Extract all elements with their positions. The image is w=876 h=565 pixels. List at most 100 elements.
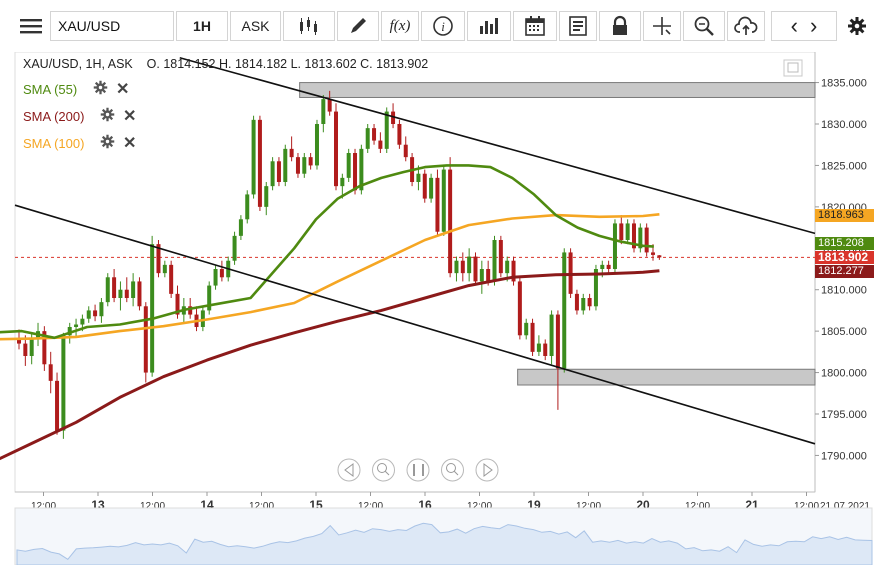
x-tick-label: 12:00 <box>249 501 274 512</box>
calendar-button[interactable] <box>513 11 557 41</box>
close-icon[interactable]: ✕ <box>123 135 137 152</box>
candle-body <box>486 269 491 282</box>
candlestick-icon <box>300 17 317 35</box>
draw-tool-button[interactable] <box>337 11 379 41</box>
candle-body <box>543 343 548 356</box>
low-value: 1813.602 <box>304 57 357 71</box>
candle-body <box>232 235 237 261</box>
candle-body <box>200 310 205 327</box>
candle-body <box>270 161 275 187</box>
candle-body <box>631 223 636 249</box>
gear-icon[interactable] <box>93 80 108 98</box>
candle-body <box>479 269 484 282</box>
chevron-left-icon[interactable]: ‹ <box>790 13 798 38</box>
chevron-right-icon[interactable]: › <box>810 13 818 38</box>
price-side-button[interactable]: ASK <box>230 11 281 41</box>
close-icon[interactable]: ✕ <box>123 108 137 125</box>
nav-right-icon[interactable] <box>475 458 499 482</box>
toolbar: XAU/USD 1H ASK f(x) i ‹ › <box>0 0 876 52</box>
candle-body <box>42 331 47 365</box>
candle-body <box>473 256 478 282</box>
expand-icon <box>783 59 803 77</box>
candle-body <box>48 364 53 381</box>
candle-body <box>625 223 630 240</box>
candle-body <box>593 269 598 307</box>
sr-zone <box>517 368 816 386</box>
report-button[interactable] <box>559 11 597 41</box>
y-tick-label: 1810.000 <box>821 285 867 297</box>
reset-bar-right <box>422 464 424 476</box>
candle-body <box>105 277 110 303</box>
nav-left-icon[interactable] <box>337 458 361 482</box>
zoom-button[interactable] <box>683 11 725 41</box>
cloud-upload-icon <box>734 16 758 35</box>
candle-body <box>435 177 440 232</box>
candle-body <box>23 343 28 356</box>
settings-button[interactable] <box>842 11 872 41</box>
indicators-button[interactable]: f(x) <box>381 11 419 41</box>
date-label: 21.07.2021 <box>820 501 870 512</box>
zoom-out-icon[interactable] <box>372 458 395 482</box>
candle-body <box>644 227 649 253</box>
bar-chart-button[interactable] <box>467 11 511 41</box>
candle-body <box>289 148 294 158</box>
candle-body <box>574 293 579 311</box>
candle-body <box>150 244 155 373</box>
candle-body <box>99 302 104 317</box>
candle-body <box>467 256 472 274</box>
candle-body <box>391 111 396 124</box>
history-nav: ‹ › <box>771 11 837 41</box>
candle-body <box>612 223 617 269</box>
candle-body <box>378 140 383 149</box>
candle-body <box>93 310 98 317</box>
candle-body <box>549 314 554 356</box>
candle-body <box>137 281 142 307</box>
chart-type-button[interactable] <box>283 11 335 41</box>
candle-body <box>124 289 129 298</box>
sma100-label: SMA (100) <box>23 135 85 151</box>
pencil-icon <box>351 18 366 33</box>
document-icon <box>569 16 587 36</box>
candle-body <box>657 255 662 258</box>
function-icon: f(x) <box>389 17 411 34</box>
close-label: C. <box>360 57 373 71</box>
gear-icon[interactable] <box>100 107 115 125</box>
chart-area[interactable]: 1835.0001830.0001825.0001820.0001815.000… <box>0 52 876 565</box>
cloud-save-button[interactable] <box>727 11 765 41</box>
candle-body <box>143 306 148 373</box>
price-chart[interactable]: 1835.0001830.0001825.0001820.0001815.000… <box>0 52 876 565</box>
info-button[interactable]: i <box>421 11 465 41</box>
candle-body <box>492 240 497 282</box>
gear-icon[interactable] <box>100 134 115 152</box>
ohlc-header: XAU/USD, 1H, ASK O. 1814.152 H. 1814.182… <box>23 57 428 71</box>
price-tag: 1813.902 <box>815 250 874 264</box>
legend-sma55: SMA (55) ✕ <box>23 79 129 99</box>
candle-body <box>156 244 161 274</box>
crosshair-button[interactable] <box>643 11 681 41</box>
timeframe-button[interactable]: 1H <box>176 11 228 41</box>
reset-zoom-icon[interactable] <box>406 458 430 482</box>
x-tick-label: 12:00 <box>685 501 710 512</box>
chevron-right-icon <box>483 463 493 477</box>
candle-body <box>562 252 567 369</box>
y-tick-label: 1830.000 <box>821 119 867 131</box>
candle-body <box>295 157 300 174</box>
y-tick-label: 1825.000 <box>821 160 867 172</box>
sma55-line <box>0 164 654 340</box>
sr-zone <box>299 82 816 98</box>
candle-body <box>302 157 307 174</box>
svg-text:i: i <box>441 19 445 34</box>
zoom-in-icon[interactable] <box>441 458 464 482</box>
sma55-label: SMA (55) <box>23 81 78 97</box>
candle-body <box>118 289 123 298</box>
candle-body <box>429 177 434 199</box>
close-icon[interactable]: ✕ <box>116 81 130 98</box>
hamburger-menu-icon[interactable] <box>14 11 48 41</box>
candle-body <box>511 260 516 282</box>
lock-button[interactable] <box>599 11 641 41</box>
candle-body <box>112 277 117 298</box>
y-tick-label: 1800.000 <box>821 368 867 380</box>
y-tick-label: 1795.000 <box>821 409 867 421</box>
symbol-input[interactable]: XAU/USD <box>50 11 174 41</box>
candle-body <box>276 161 281 182</box>
